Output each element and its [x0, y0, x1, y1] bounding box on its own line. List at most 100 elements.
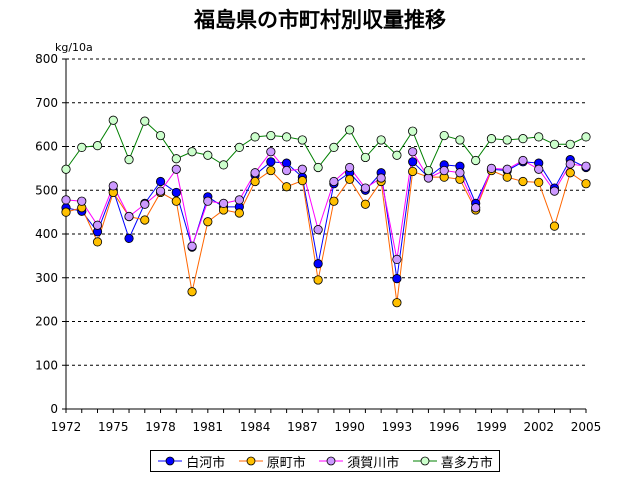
- series-2-point-1988: [313, 225, 323, 235]
- series-3-point-1993: [392, 150, 402, 160]
- y-tick-label-0: 0: [50, 402, 58, 416]
- y-tick-label-500: 500: [35, 183, 58, 197]
- series-3-point-1986: [282, 132, 292, 142]
- legend-swatch-1: [238, 456, 263, 466]
- legend-label-2: 須賀川市: [347, 455, 400, 471]
- series-3-point-1992: [376, 135, 386, 145]
- legend-swatch-marker-0: [165, 456, 175, 466]
- series-2-point-2004: [565, 159, 575, 169]
- series-1-point-1990: [345, 174, 355, 184]
- series-3-point-2002: [534, 132, 544, 142]
- series-3-point-1976: [124, 155, 134, 165]
- legend-item-3: 喜多方市: [412, 452, 493, 471]
- series-2-point-2000: [502, 164, 512, 174]
- series-3-point-1990: [345, 125, 355, 135]
- series-2-point-1983: [234, 195, 244, 205]
- series-0-point-1976: [124, 233, 134, 243]
- series-3-point-1996: [439, 130, 449, 141]
- series-1-point-2003: [549, 221, 560, 231]
- y-tick-label-600: 600: [35, 140, 58, 154]
- legend-label-1: 原町市: [266, 455, 306, 471]
- series-0-point-1979: [171, 187, 181, 198]
- series-1-point-1988: [313, 275, 323, 285]
- series-line-1: [65, 169, 587, 303]
- series-line-0: [65, 158, 587, 279]
- series-3-point-2004: [565, 139, 575, 149]
- legend-swatch-2: [319, 456, 344, 466]
- y-axis-label: kg/10a: [55, 41, 93, 54]
- series-1-point-1983: [234, 208, 244, 218]
- series-3-point-1982: [218, 160, 229, 170]
- series-2-point-1974: [92, 220, 103, 230]
- series-2-point-1998: [471, 203, 481, 213]
- series-2-point-1990: [345, 162, 355, 173]
- series-0-point-1978: [155, 176, 166, 187]
- legend-label-3: 喜多方市: [440, 455, 493, 471]
- series-2-point-1989: [329, 176, 339, 187]
- series-3-point-1974: [92, 141, 103, 151]
- series-3-point-1985: [266, 130, 276, 141]
- series-1-point-1986: [282, 182, 292, 192]
- series-1-point-2004: [565, 168, 575, 178]
- series-2-point-2001: [518, 155, 528, 166]
- series-2-point-2003: [549, 186, 560, 196]
- series-3-point-2001: [518, 134, 528, 144]
- legend-swatch-marker-2: [326, 456, 336, 466]
- x-tick-label-1999: 1999: [476, 420, 507, 434]
- series-3-point-1975: [108, 115, 118, 125]
- x-tick-label-1981: 1981: [193, 420, 224, 434]
- series-1-point-2000: [502, 172, 512, 182]
- series-2-point-1992: [376, 173, 386, 183]
- series-2-point-2002: [534, 164, 544, 174]
- series-1-point-1981: [203, 217, 213, 227]
- series-3-point-1989: [329, 142, 339, 152]
- series-2-point-1975: [108, 181, 118, 191]
- series-3-point-2005: [581, 132, 591, 142]
- series-2-point-1978: [155, 186, 166, 196]
- legend-swatch-marker-1: [246, 456, 256, 466]
- x-tick-label-1987: 1987: [287, 420, 318, 434]
- series-3-point-1987: [297, 135, 307, 145]
- y-tick-label-700: 700: [35, 96, 58, 110]
- legend-swatch-3: [412, 456, 437, 466]
- series-3-point-1979: [171, 154, 181, 164]
- series-3-point-1991: [360, 152, 370, 163]
- series-3-point-1984: [250, 132, 260, 142]
- legend-label-0: 白河市: [186, 455, 226, 471]
- x-tick-label-1972: 1972: [51, 420, 82, 434]
- series-0-point-1993: [392, 274, 402, 284]
- x-tick-label-2005: 2005: [571, 420, 602, 434]
- series-2-point-1976: [124, 211, 134, 222]
- series-2-point-1982: [218, 198, 229, 208]
- series-2-point-1986: [282, 165, 292, 176]
- series-2-point-1987: [297, 164, 307, 174]
- series-2-point-1985: [266, 147, 276, 157]
- series-2-point-1972: [61, 195, 71, 205]
- legend-item-2: 須賀川市: [318, 452, 399, 471]
- series-3-point-1999: [486, 134, 497, 144]
- series-1-point-1985: [266, 165, 276, 176]
- series-3-point-1988: [313, 162, 323, 173]
- series-1-point-1979: [171, 196, 181, 206]
- series-3-point-1972: [61, 164, 71, 174]
- series-1-point-1974: [92, 237, 103, 247]
- legend-item-1: 原町市: [238, 452, 306, 471]
- series-3-point-1995: [423, 165, 434, 176]
- x-tick-label-2002: 2002: [523, 420, 554, 434]
- series-3-point-1997: [455, 135, 465, 145]
- y-tick-label-100: 100: [35, 358, 58, 372]
- y-tick-label-300: 300: [35, 271, 58, 285]
- series-2-point-2005: [581, 161, 591, 171]
- series-2-point-1994: [408, 147, 418, 157]
- series-1-point-2005: [581, 179, 591, 189]
- series-2-point-1979: [171, 164, 181, 174]
- series-3-point-1998: [471, 155, 481, 166]
- x-tick-label-1975: 1975: [98, 420, 129, 434]
- x-tick-label-1993: 1993: [382, 420, 413, 434]
- series-3-point-2003: [549, 139, 560, 149]
- series-2-point-1973: [77, 196, 87, 206]
- series-1-point-1989: [329, 196, 339, 206]
- y-tick-label-800: 800: [35, 52, 58, 66]
- series-1-point-1987: [297, 176, 307, 186]
